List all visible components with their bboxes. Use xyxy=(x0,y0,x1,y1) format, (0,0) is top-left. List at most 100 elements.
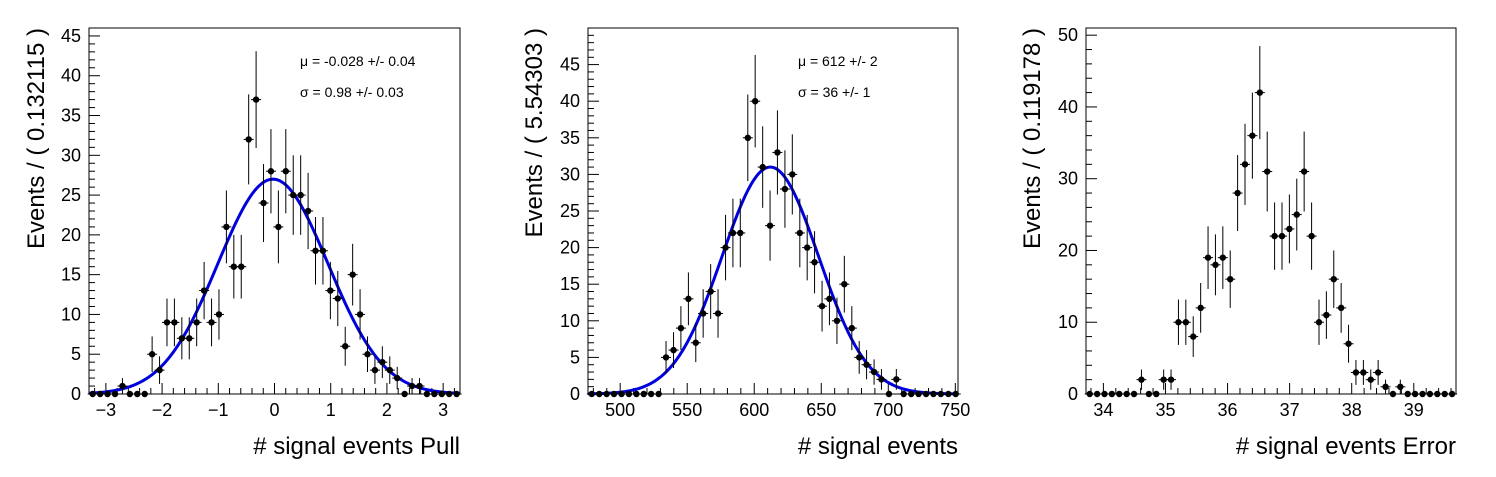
data-point xyxy=(633,390,640,398)
plot-frame xyxy=(88,27,461,395)
y-tick-label: 0 xyxy=(570,384,580,404)
data-point xyxy=(319,247,327,254)
data-point xyxy=(1190,333,1197,340)
data-point xyxy=(1286,225,1293,233)
data-point xyxy=(692,339,699,346)
data-point xyxy=(1330,275,1337,283)
x-tick-label: −3 xyxy=(96,400,117,420)
x-tick-label: 0 xyxy=(269,400,279,420)
data-point xyxy=(900,390,907,398)
x-tick-label: 650 xyxy=(806,400,836,420)
data-point xyxy=(96,390,104,398)
data-point xyxy=(186,335,193,342)
x-axis-label: # signal events xyxy=(798,433,958,460)
y-tick-label: 40 xyxy=(61,66,81,86)
y-tick-label: 10 xyxy=(61,304,81,324)
data-point xyxy=(714,310,722,317)
x-axis-label: # signal events Error xyxy=(1236,433,1456,460)
data-point xyxy=(596,390,603,398)
data-point xyxy=(610,390,618,398)
data-point xyxy=(625,390,633,398)
data-point xyxy=(1397,383,1404,391)
data-point xyxy=(171,319,178,326)
data-point xyxy=(1108,390,1116,398)
data-point xyxy=(1160,376,1167,383)
y-tick-label: 15 xyxy=(560,274,580,294)
plot-frame xyxy=(587,27,959,395)
y-tick-label: 25 xyxy=(560,201,580,221)
data-point xyxy=(1153,390,1160,398)
data-point xyxy=(379,358,386,366)
data-point xyxy=(416,382,423,390)
data-point xyxy=(1360,369,1367,376)
data-point xyxy=(878,376,885,383)
data-point xyxy=(1167,376,1175,383)
data-point xyxy=(401,390,408,398)
data-point xyxy=(349,271,356,278)
x-tick-label: 37 xyxy=(1280,400,1300,420)
data-point xyxy=(1264,168,1271,175)
y-axis-label: Events / ( 0.132115 ) xyxy=(23,28,50,249)
data-point xyxy=(662,354,670,361)
data-point xyxy=(781,185,789,193)
data-point xyxy=(1116,390,1123,398)
data-point xyxy=(445,390,453,398)
x-tick-label: 34 xyxy=(1093,400,1113,420)
y-axis-label: Events / ( 5.54303 ) xyxy=(521,28,548,237)
data-point xyxy=(111,390,119,398)
x-tick-label: 3 xyxy=(438,400,448,420)
data-point xyxy=(1241,161,1249,168)
data-point xyxy=(260,199,267,207)
data-point xyxy=(707,288,714,295)
data-point xyxy=(722,244,729,251)
y-axis-label: Events / ( 0.119178 ) xyxy=(1019,28,1046,249)
data-point xyxy=(677,324,685,332)
data-point xyxy=(796,229,804,237)
data-point xyxy=(922,390,930,398)
data-point xyxy=(885,390,893,398)
data-point xyxy=(1411,390,1419,398)
y-tick-label: 10 xyxy=(560,311,580,331)
signal-events-panel: Events / ( 5.54303 ) # signal events μ =… xyxy=(521,27,970,460)
data-point xyxy=(945,390,952,398)
x-tick-label: 600 xyxy=(739,400,769,420)
data-point xyxy=(1441,390,1448,398)
data-point xyxy=(356,311,364,318)
data-point xyxy=(647,390,655,398)
data-point xyxy=(1256,89,1264,96)
data-point xyxy=(297,191,304,199)
mean-annotation: μ = -0.028 +/- 0.04 xyxy=(300,53,416,69)
data-point xyxy=(744,134,751,141)
sigma-annotation: σ = 36 +/- 1 xyxy=(798,84,871,100)
y-tick-label: 40 xyxy=(560,91,580,111)
data-point xyxy=(304,207,312,215)
data-point xyxy=(141,390,148,398)
data-point xyxy=(148,351,156,358)
data-point xyxy=(1271,232,1278,240)
x-axis-label: # signal events Pull xyxy=(253,433,460,460)
data-point xyxy=(245,136,252,143)
data-point xyxy=(431,390,438,398)
data-point xyxy=(751,98,759,105)
data-point xyxy=(1278,232,1286,240)
data-point xyxy=(104,390,111,398)
data-point xyxy=(178,335,186,342)
x-tick-label: 2 xyxy=(382,400,392,420)
data-point xyxy=(1315,319,1323,326)
y-tick-label: 30 xyxy=(560,164,580,184)
data-point xyxy=(1101,390,1108,398)
x-tick-label: 38 xyxy=(1342,400,1362,420)
y-tick-label: 45 xyxy=(61,26,81,46)
x-tick-label: 700 xyxy=(873,400,903,420)
data-point xyxy=(1367,376,1374,383)
data-point xyxy=(1123,390,1130,398)
x-tick-label: 550 xyxy=(672,400,702,420)
y-tick-label: 30 xyxy=(1058,169,1078,189)
data-point xyxy=(386,366,393,374)
data-point xyxy=(1382,383,1389,391)
data-point xyxy=(1227,275,1234,283)
y-tick-label: 15 xyxy=(61,265,81,285)
data-point xyxy=(863,361,870,368)
